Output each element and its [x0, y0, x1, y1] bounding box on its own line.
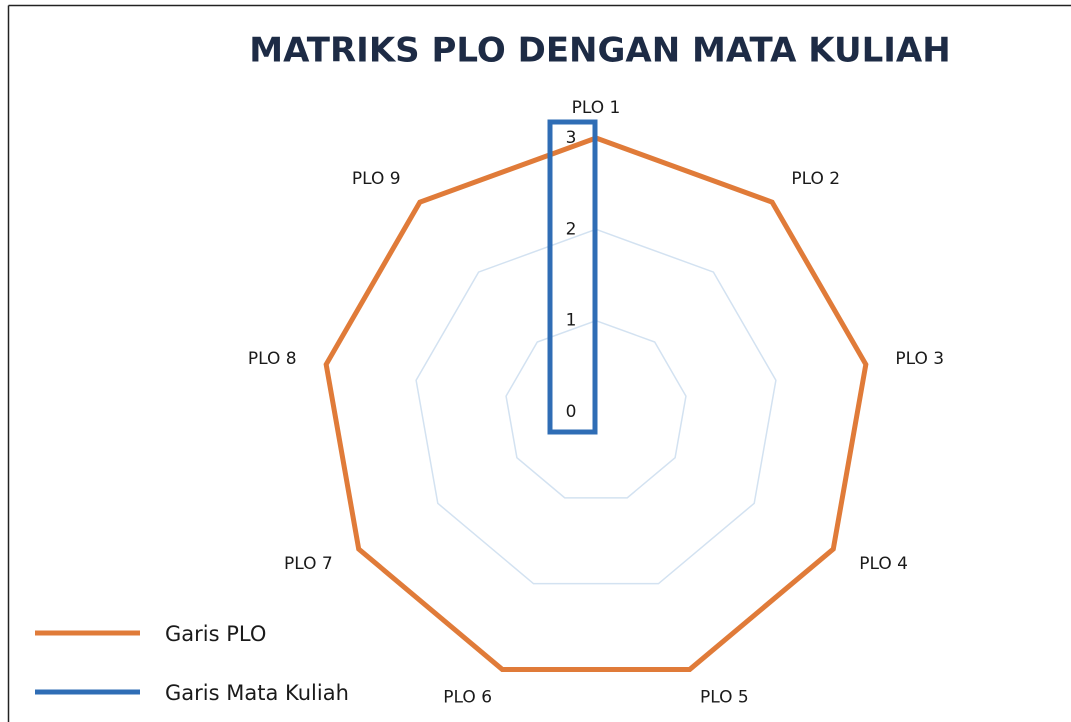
r-tick-label: 0	[566, 402, 577, 422]
r-tick-label: 2	[566, 219, 577, 239]
r-tick-label: 1	[566, 311, 577, 331]
axis-label: PLO 9	[352, 169, 401, 189]
series-line	[323, 135, 869, 672]
r-tick-label: 3	[566, 128, 577, 148]
axis-label: PLO 6	[443, 688, 492, 708]
axis-label: PLO 4	[859, 554, 908, 574]
legend-label: Garis Mata Kuliah	[165, 681, 349, 705]
axis-label: PLO 5	[700, 688, 749, 708]
axis-label: PLO 7	[284, 554, 333, 574]
grid-ring	[505, 319, 687, 499]
axis-label: PLO 2	[791, 169, 840, 189]
axis-label: PLO 1	[572, 98, 621, 118]
legend-label: Garis PLO	[165, 622, 266, 646]
axis-label: PLO 3	[895, 349, 944, 369]
axis-label: PLO 8	[248, 349, 297, 369]
grid-ring	[415, 228, 777, 585]
highlight-box	[547, 119, 598, 435]
chart-title: MATRIKS PLO DENGAN MATA KULIAH	[249, 31, 950, 71]
